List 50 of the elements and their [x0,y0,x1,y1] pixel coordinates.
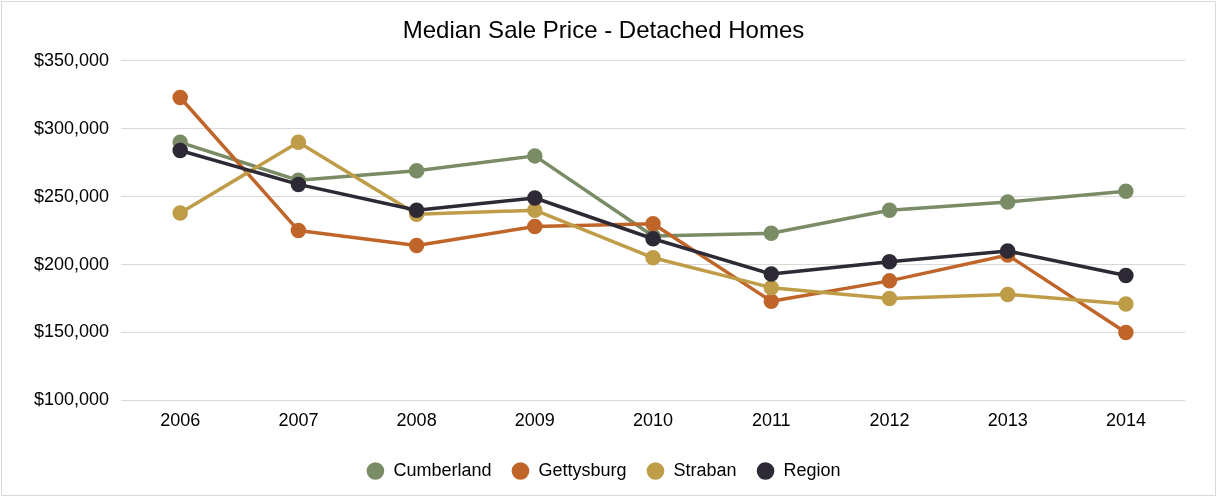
point [881,254,898,270]
y-tick-label: $100,000 [34,389,110,410]
point [881,202,898,218]
point [290,176,307,193]
x-tick-label: 2012 [869,410,910,431]
point [881,290,898,307]
x-tick-label: 2007 [278,410,319,431]
x-tick-label: 2010 [633,410,674,431]
legend-label: Region [783,459,841,480]
y-tick-label: $150,000 [34,321,110,342]
point [999,194,1016,210]
point [763,293,779,309]
point [290,134,307,151]
point [408,163,425,179]
point [1118,267,1134,284]
point [408,202,425,218]
x-tick-label: 2014 [1105,410,1146,431]
point [763,266,779,282]
legend-label: Cumberland [393,459,492,480]
y-tick-label: $200,000 [34,253,110,274]
point [172,89,188,106]
y-tick-label: $300,000 [34,117,110,138]
point [527,218,543,235]
point [172,142,188,159]
x-tick-label: 2008 [396,410,437,431]
y-tick-label: $250,000 [34,185,110,206]
point [645,216,661,232]
point [645,250,661,266]
point [999,243,1016,259]
legend-label: Gettysburg [538,459,627,480]
point [172,205,188,221]
point [763,279,779,296]
point [408,237,425,254]
point [881,273,898,289]
point [1118,324,1134,341]
point [763,225,779,242]
point [527,202,543,218]
y-tick-label: $350,000 [34,49,110,70]
x-tick-label: 2009 [514,410,555,431]
x-tick-label: 2013 [987,410,1028,431]
point [527,148,543,164]
legend-label: Straban [673,459,737,480]
chart-title: Median Sale Price - Detached Homes [402,16,805,44]
x-tick-label: 2011 [751,410,791,431]
point [1118,296,1134,312]
x-tick-label: 2006 [160,410,201,431]
point [290,222,307,239]
point [527,190,543,206]
point [1118,183,1134,199]
point [999,286,1016,303]
